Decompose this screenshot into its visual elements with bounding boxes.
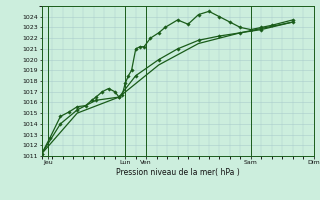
X-axis label: Pression niveau de la mer( hPa ): Pression niveau de la mer( hPa ) bbox=[116, 168, 239, 177]
